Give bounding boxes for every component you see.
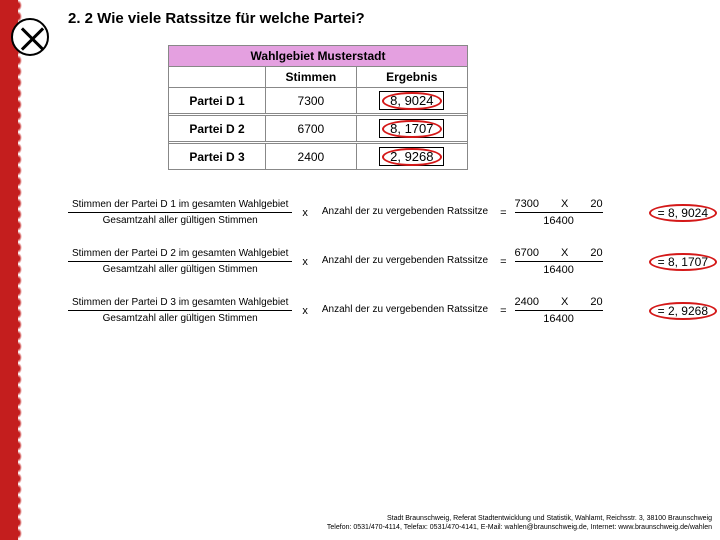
calc-row: Stimmen der Partei D 1 im gesamten Wahlg… xyxy=(68,198,714,227)
calc-numeric: 2400X20 16400 xyxy=(515,296,603,325)
sidebar: Kommunalwahlen xyxy=(0,0,52,540)
highlight-circle xyxy=(382,120,442,138)
page-heading: 2. 2 Wie viele Ratssitze für welche Part… xyxy=(68,10,714,27)
calc-fraction-left: Stimmen der Partei D 1 im gesamten Wahlg… xyxy=(68,199,292,226)
highlight-circle xyxy=(382,92,442,110)
result-table-wrap: Wahlgebiet Musterstadt Stimmen Ergebnis … xyxy=(168,45,574,170)
calc-result: = 8, 1707 xyxy=(652,255,714,269)
calc-result: = 2, 9268 xyxy=(652,304,714,318)
party-votes: 2400 xyxy=(266,144,356,170)
calculations: Stimmen der Partei D 1 im gesamten Wahlg… xyxy=(68,198,714,325)
calc-numeric: 7300X20 16400 xyxy=(515,198,603,227)
table-row: Partei D 3 2400 2, 9268 xyxy=(169,144,468,170)
calc-numeric: 6700X20 16400 xyxy=(515,247,603,276)
calc-fraction-right: Anzahl der zu vergebenden Ratssitze xyxy=(318,206,492,219)
footer-line1: Stadt Braunschweig, Referat Stadtentwick… xyxy=(68,515,712,523)
party-name: Partei D 2 xyxy=(169,116,266,142)
footer: Stadt Braunschweig, Referat Stadtentwick… xyxy=(68,515,712,532)
party-name: Partei D 1 xyxy=(169,88,266,114)
main-content: 2. 2 Wie viele Ratssitze für welche Part… xyxy=(68,10,714,345)
mult-sign: x xyxy=(302,305,308,317)
party-votes: 6700 xyxy=(266,116,356,142)
highlight-circle xyxy=(649,253,717,271)
equals-sign: = xyxy=(500,256,506,268)
party-result: 8, 1707 xyxy=(356,116,467,142)
table-row: Partei D 1 7300 8, 9024 xyxy=(169,88,468,114)
calc-fraction-right: Anzahl der zu vergebenden Ratssitze xyxy=(318,255,492,268)
equals-sign: = xyxy=(500,305,506,317)
sidebar-label: Kommunalwahlen xyxy=(0,317,6,532)
footer-line2: Telefon: 0531/470-4114, Telefax: 0531/47… xyxy=(68,524,712,532)
party-name: Partei D 3 xyxy=(169,144,266,170)
party-result: 2, 9268 xyxy=(356,144,467,170)
table-title: Wahlgebiet Musterstadt xyxy=(169,46,468,67)
highlight-circle xyxy=(649,302,717,320)
mult-sign: x xyxy=(302,207,308,219)
table-row: Partei D 2 6700 8, 1707 xyxy=(169,116,468,142)
calc-row: Stimmen der Partei D 2 im gesamten Wahlg… xyxy=(68,247,714,276)
highlight-circle xyxy=(382,148,442,166)
calc-fraction-left: Stimmen der Partei D 3 im gesamten Wahlg… xyxy=(68,297,292,324)
vote-x-icon xyxy=(11,18,49,56)
col-votes: Stimmen xyxy=(266,67,356,88)
calc-fraction-left: Stimmen der Partei D 2 im gesamten Wahlg… xyxy=(68,248,292,275)
col-result: Ergebnis xyxy=(356,67,467,88)
mult-sign: x xyxy=(302,256,308,268)
calc-fraction-right: Anzahl der zu vergebenden Ratssitze xyxy=(318,304,492,317)
highlight-circle xyxy=(649,204,717,222)
col-empty xyxy=(169,67,266,88)
party-result: 8, 9024 xyxy=(356,88,467,114)
result-table: Wahlgebiet Musterstadt Stimmen Ergebnis … xyxy=(168,45,468,170)
calc-row: Stimmen der Partei D 3 im gesamten Wahlg… xyxy=(68,296,714,325)
calc-result: = 8, 9024 xyxy=(652,206,714,220)
equals-sign: = xyxy=(500,207,506,219)
party-votes: 7300 xyxy=(266,88,356,114)
